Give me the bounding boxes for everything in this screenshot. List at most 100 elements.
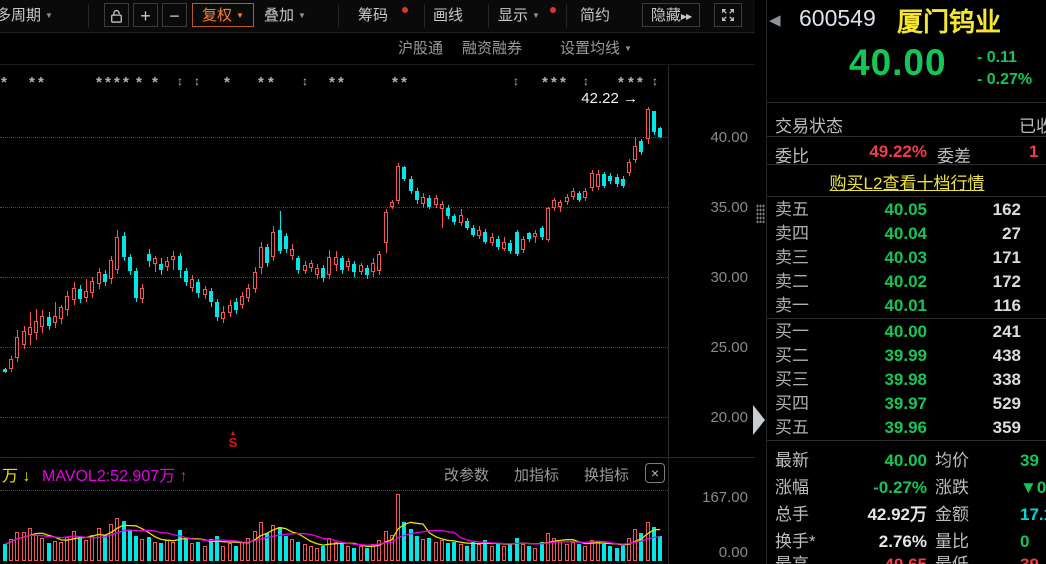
event-marker-icon: * xyxy=(618,74,624,91)
ask-row[interactable]: 卖二 40.02 172 xyxy=(767,270,1046,294)
candle-body xyxy=(265,247,269,263)
level-price[interactable]: 40.03 xyxy=(884,248,927,267)
bid-row[interactable]: 买五 39.96 359 xyxy=(767,416,1046,440)
bid-row[interactable]: 买四 39.97 529 xyxy=(767,392,1046,416)
trade-status-label: 交易状态 xyxy=(775,117,843,136)
volume-bar xyxy=(190,543,194,561)
volume-bar xyxy=(209,539,213,561)
volume-bar xyxy=(565,544,569,561)
candle-body xyxy=(421,196,425,204)
toolbar-separator xyxy=(424,4,425,28)
l2-quote-link[interactable]: 购买L2查看十档行情 xyxy=(829,174,985,193)
edit-params-button[interactable]: 改参数 xyxy=(444,467,490,484)
volume-bar xyxy=(615,547,619,561)
volume-bar xyxy=(552,537,556,561)
level-price[interactable]: 40.02 xyxy=(884,272,927,291)
level-price[interactable]: 39.96 xyxy=(884,418,927,437)
level-label: 买五 xyxy=(775,418,809,437)
volume-bar xyxy=(103,535,107,561)
candle-body xyxy=(409,178,413,192)
weibi-label: 委比 xyxy=(775,147,809,166)
candle-body xyxy=(28,327,32,336)
event-marker-icon: * xyxy=(560,74,566,91)
volume-bar xyxy=(109,524,113,561)
stat-row: 换手* 2.76% 量比 0 xyxy=(767,530,1046,554)
toolbar-separator xyxy=(88,4,89,28)
hide-button[interactable]: 隐藏▶▶ xyxy=(642,3,700,27)
volume-bar xyxy=(540,541,544,561)
level-price[interactable]: 40.04 xyxy=(884,224,927,243)
candle-body xyxy=(384,212,388,243)
stock-name: 厦门钨业 xyxy=(897,7,1002,37)
volume-bar xyxy=(296,541,300,561)
overlay-button[interactable]: 叠加 ▼ xyxy=(264,7,306,24)
volume-bar xyxy=(134,535,138,561)
bid-row[interactable]: 买三 39.98 338 xyxy=(767,368,1046,392)
candle-body xyxy=(352,264,356,273)
candle-body xyxy=(3,369,7,372)
level-price[interactable]: 39.97 xyxy=(884,394,927,413)
level-label: 卖五 xyxy=(775,200,809,219)
candle-body xyxy=(122,236,126,257)
volume-bar xyxy=(377,540,381,561)
period-button[interactable]: 多周期 ▼ xyxy=(0,7,53,24)
panel-back-arrow[interactable]: ◀ xyxy=(769,12,781,29)
draw-line-button[interactable]: 画线 xyxy=(433,7,464,24)
level-price[interactable]: 40.05 xyxy=(884,200,927,219)
close-indicator-button[interactable]: × xyxy=(645,463,665,483)
splitter-grip[interactable] xyxy=(756,204,765,223)
event-marker-icon: * xyxy=(637,74,643,91)
volume-bar xyxy=(627,537,631,561)
simple-mode-button[interactable]: 简约 xyxy=(580,7,611,24)
level-price[interactable]: 39.99 xyxy=(884,346,927,365)
add-indicator-button[interactable]: 加指标 xyxy=(514,467,560,484)
ask-row[interactable]: 卖三 40.03 171 xyxy=(767,246,1046,270)
candle-body xyxy=(109,259,113,280)
candle-body xyxy=(221,311,225,319)
volume-bar xyxy=(459,544,463,561)
candle-body xyxy=(515,231,519,255)
fullscreen-button[interactable] xyxy=(714,3,742,27)
candle-body xyxy=(259,247,263,269)
candle-body xyxy=(527,233,531,239)
ask-row[interactable]: 卖一 40.01 116 xyxy=(767,294,1046,318)
volume-bar xyxy=(65,536,69,561)
ma-setting-button[interactable]: 设置均线 ▼ xyxy=(560,40,632,57)
event-marker-icon: * xyxy=(542,74,548,91)
volume-bar xyxy=(171,541,175,561)
volume-bar xyxy=(434,541,438,561)
event-marker-icon: * xyxy=(224,74,230,91)
volume-bar xyxy=(321,545,325,561)
lock-button[interactable] xyxy=(104,3,129,27)
ask-row[interactable]: 卖五 40.05 162 xyxy=(767,198,1046,222)
fuquan-button[interactable]: 复权 ▼ xyxy=(192,3,254,27)
collapse-panel-arrow[interactable] xyxy=(753,405,765,435)
event-marker-icon: ↕ xyxy=(652,74,658,88)
zoom-in-button[interactable]: + xyxy=(133,3,158,27)
level-price[interactable]: 40.00 xyxy=(884,322,927,341)
ask-row[interactable]: 卖四 40.04 27 xyxy=(767,222,1046,246)
event-marker-icon: * xyxy=(551,74,557,91)
switch-indicator-button[interactable]: 换指标 xyxy=(584,467,630,484)
display-button[interactable]: 显示 ▼ xyxy=(498,0,556,32)
volume-bar xyxy=(9,539,13,561)
bid-row[interactable]: 买二 39.99 438 xyxy=(767,344,1046,368)
volume-bar xyxy=(471,541,475,561)
level-price[interactable]: 39.98 xyxy=(884,370,927,389)
hugutong-tag[interactable]: 沪股通 xyxy=(398,40,444,57)
volume-bar xyxy=(72,530,76,561)
bid-row[interactable]: 买一 40.00 241 xyxy=(767,320,1046,344)
candle-body xyxy=(533,233,537,238)
level-price[interactable]: 40.01 xyxy=(884,296,927,315)
margin-trading-tag[interactable]: 融资融券 xyxy=(462,40,523,57)
candle-body xyxy=(459,215,463,224)
candle-body xyxy=(22,331,26,346)
pane-divider xyxy=(0,457,755,458)
zoom-out-button[interactable]: − xyxy=(162,3,187,27)
price-change: - 0.11 xyxy=(977,49,1018,66)
chips-button[interactable]: 筹码 xyxy=(358,0,408,32)
volume-bar xyxy=(365,548,369,561)
chevron-down-icon: ▼ xyxy=(624,44,632,53)
volume-bar xyxy=(340,544,344,561)
volume-bar xyxy=(284,535,288,561)
